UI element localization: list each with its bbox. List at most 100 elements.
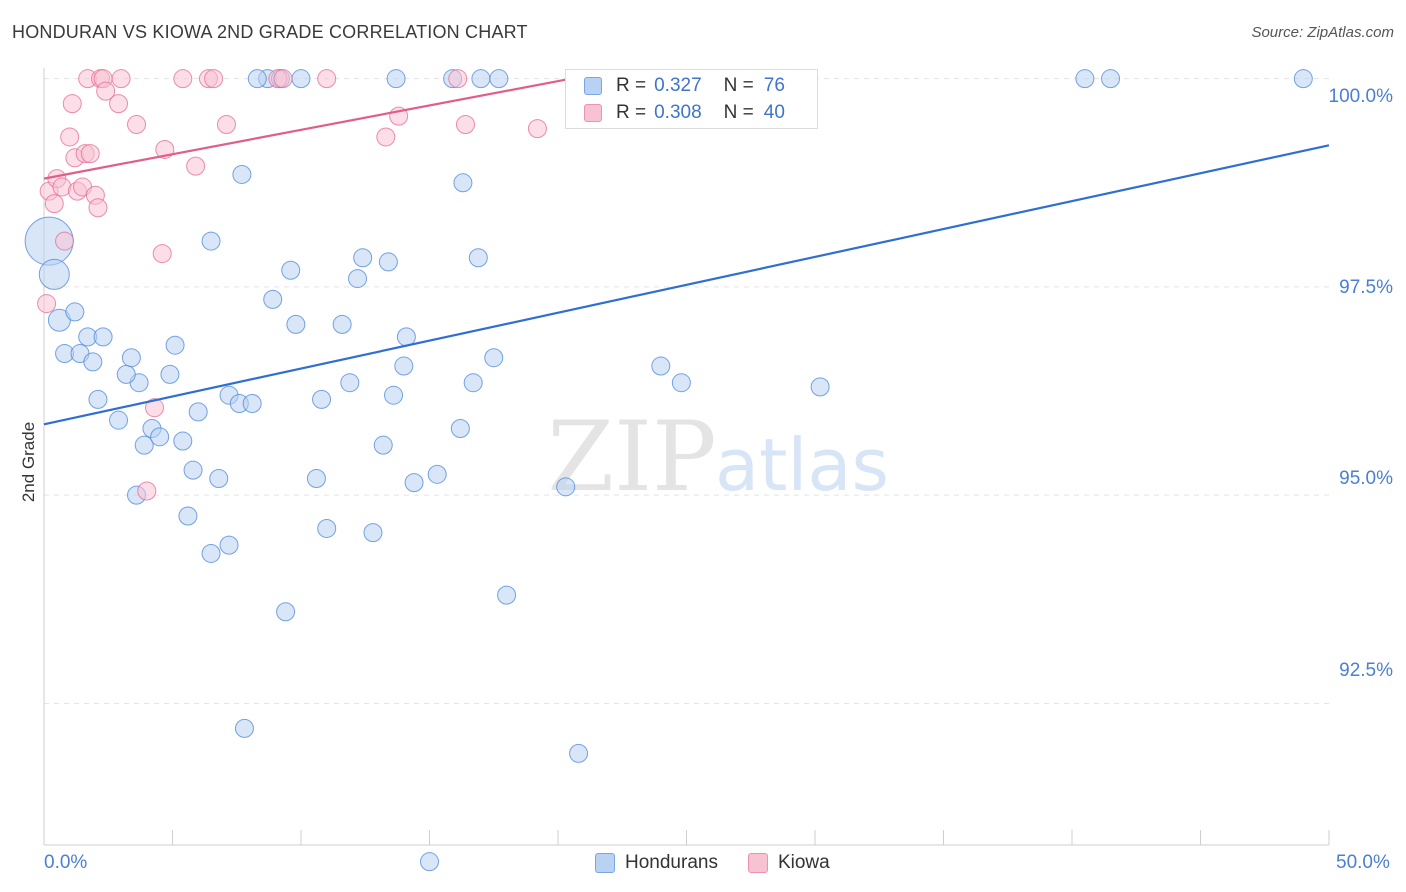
honduran-point bbox=[93, 327, 113, 347]
honduran-point bbox=[810, 377, 830, 397]
n-value-hondurans: 76 bbox=[763, 75, 785, 96]
honduran-point bbox=[150, 427, 170, 447]
legend-label-kiowa: Kiowa bbox=[777, 852, 830, 873]
honduran-point bbox=[88, 389, 108, 409]
honduran-point bbox=[373, 435, 393, 455]
honduran-point bbox=[671, 373, 691, 393]
kiowa-point bbox=[55, 231, 75, 251]
honduran-point bbox=[312, 389, 332, 409]
honduran-point bbox=[201, 543, 221, 563]
honduran-point bbox=[427, 464, 447, 484]
honduran-point bbox=[332, 314, 352, 334]
kiowa-point bbox=[448, 69, 468, 89]
kiowa-legend-swatch bbox=[747, 853, 768, 873]
honduran-point bbox=[160, 364, 180, 384]
x-tick-label-min: 0.0% bbox=[44, 852, 88, 873]
stats-row-kiowa: R = 0.308 N = 40 bbox=[584, 100, 785, 126]
honduran-point bbox=[263, 289, 283, 309]
r-label: R = bbox=[616, 75, 647, 96]
kiowa-point bbox=[62, 94, 82, 114]
honduran-point bbox=[291, 69, 311, 89]
honduran-point bbox=[1293, 69, 1313, 89]
honduran-point bbox=[394, 356, 414, 376]
stats-legend: R = 0.327 N = 76 R = 0.308 N = 40 bbox=[565, 69, 818, 129]
series-legend: Hondurans Kiowa bbox=[595, 852, 860, 874]
y-tick-label-97-5: 97.5% bbox=[1339, 277, 1393, 298]
legend-item-hondurans[interactable]: Hondurans bbox=[595, 852, 718, 874]
r-label: R = bbox=[616, 102, 647, 123]
honduran-point bbox=[232, 164, 252, 184]
kiowa-point bbox=[145, 398, 165, 418]
kiowa-point bbox=[317, 69, 337, 89]
trendlines bbox=[43, 77, 1330, 426]
honduran-point bbox=[340, 373, 360, 393]
honduran-point bbox=[178, 506, 198, 526]
chart-title: HONDURAN VS KIOWA 2ND GRADE CORRELATION … bbox=[12, 22, 528, 42]
hondurans-legend-swatch bbox=[595, 853, 615, 873]
watermark-atlas: atlas bbox=[715, 423, 889, 507]
honduran-point bbox=[183, 460, 203, 480]
kiowa-point bbox=[111, 69, 131, 89]
honduran-point bbox=[242, 394, 262, 414]
honduran-point bbox=[306, 468, 326, 488]
legend-label-hondurans: Hondurans bbox=[625, 852, 718, 873]
y-tick-label-100: 100.0% bbox=[1328, 86, 1393, 107]
source-note: Source: ZipAtlas.com bbox=[1251, 24, 1394, 41]
honduran-point bbox=[489, 69, 509, 89]
honduran-point bbox=[1075, 69, 1095, 89]
honduran-point bbox=[378, 252, 398, 272]
honduran-point bbox=[188, 402, 208, 422]
honduran-point bbox=[234, 718, 254, 738]
legend-item-kiowa[interactable]: Kiowa bbox=[747, 852, 830, 874]
honduran-point bbox=[173, 431, 193, 451]
kiowa-point bbox=[152, 244, 172, 264]
watermark-zip: ZIP bbox=[547, 401, 716, 513]
kiowa-trendline bbox=[43, 77, 572, 180]
hondurans-trendline bbox=[43, 144, 1330, 426]
r-value-hondurans: 0.327 bbox=[654, 75, 702, 96]
kiowa-point bbox=[527, 119, 547, 139]
honduran-point bbox=[484, 348, 504, 368]
kiowa-point bbox=[137, 481, 157, 501]
honduran-point bbox=[65, 302, 85, 322]
kiowa-point bbox=[216, 114, 236, 134]
honduran-point bbox=[201, 231, 221, 251]
kiowa-point bbox=[109, 94, 129, 114]
honduran-point bbox=[134, 435, 154, 455]
axes bbox=[43, 68, 1330, 846]
hondurans-swatch bbox=[584, 77, 602, 95]
honduran-point bbox=[404, 473, 424, 493]
kiowa-swatch bbox=[584, 104, 602, 122]
honduran-point bbox=[453, 173, 473, 193]
kiowa-point bbox=[96, 81, 116, 101]
honduran-point bbox=[247, 69, 267, 89]
honduran-point bbox=[363, 523, 383, 543]
n-label: N = bbox=[723, 102, 754, 123]
kiowa-point bbox=[44, 194, 64, 214]
kiowa-point bbox=[173, 69, 193, 89]
honduran-point bbox=[276, 602, 296, 622]
kiowa-point bbox=[88, 198, 108, 218]
kiowa-point bbox=[186, 156, 206, 176]
honduran-point bbox=[569, 743, 589, 763]
honduran-point bbox=[165, 335, 185, 355]
r-value-kiowa: 0.308 bbox=[654, 102, 702, 123]
x-tick-label-max: 50.0% bbox=[1336, 852, 1390, 873]
honduran-point bbox=[121, 348, 141, 368]
hondurans-points bbox=[24, 69, 1313, 872]
honduran-point bbox=[348, 269, 368, 289]
kiowa-point bbox=[127, 114, 147, 134]
honduran-point bbox=[651, 356, 671, 376]
kiowa-point bbox=[273, 69, 293, 89]
n-label: N = bbox=[723, 75, 754, 96]
kiowa-point bbox=[204, 69, 224, 89]
kiowa-point bbox=[455, 114, 475, 134]
honduran-point bbox=[450, 419, 470, 439]
kiowa-point bbox=[37, 294, 57, 314]
honduran-point bbox=[109, 410, 129, 430]
honduran-point bbox=[384, 385, 404, 405]
honduran-point bbox=[317, 518, 337, 538]
watermark: ZIP atlas bbox=[547, 401, 889, 513]
kiowa-point bbox=[376, 127, 396, 147]
y-tick-label-92-5: 92.5% bbox=[1339, 660, 1393, 681]
